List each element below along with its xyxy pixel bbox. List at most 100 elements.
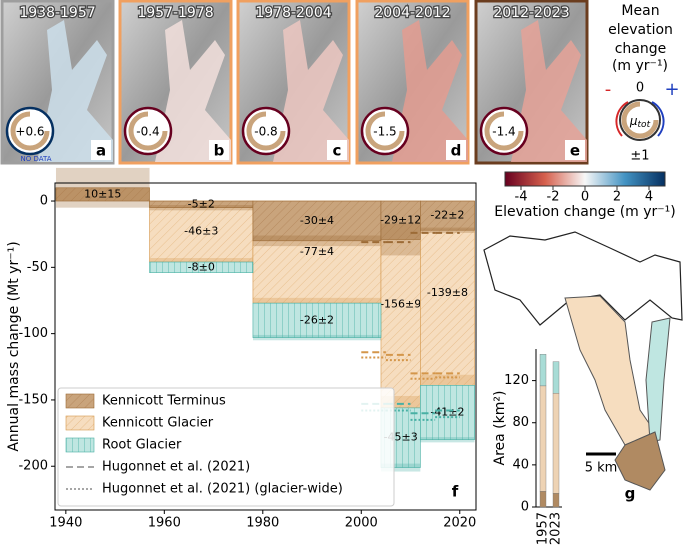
image-panel: 1957-1978 -0.4 b [118,0,233,165]
y-tick-label: 0 [521,500,529,515]
panel-value: -1.4 [492,125,515,139]
y-tick-label: -150 [18,392,48,407]
glacier-change [392,20,468,162]
x-tick-label: 2020 [443,516,476,531]
bar [552,361,560,394]
x-tick-label: 1940 [49,516,82,531]
key-zero: 0 [636,81,644,96]
key-arrow [615,101,629,137]
key-mu: μtot [629,114,651,130]
panel-value: +0.6 [15,125,44,139]
panel-title: 2012-2023 [493,5,569,21]
panel-letter: f [452,483,459,501]
legend-label: Kennicott Glacier [102,416,214,431]
error-band [380,463,421,472]
map-outline [483,231,683,326]
letter-box [209,140,229,160]
panel-title: 1978-2004 [255,5,331,21]
value-label: 10±15 [84,187,121,200]
map-terminus [614,431,666,491]
key-arrow [651,101,665,137]
inner-ring [246,111,286,151]
legend-label: Hugonnet et al. (2021) (glacier-wide) [102,482,343,497]
bar [539,354,547,387]
x-tick-label: 2023 [549,512,564,545]
bar [420,200,475,386]
x-tick-label: -4 [515,190,528,205]
x-tick-label: 1960 [148,516,181,531]
map-root [645,317,671,443]
letter-box [327,140,347,160]
legend-swatch [65,393,95,409]
inner-ring [128,111,168,151]
panel-letter: e [570,142,580,160]
panel-value: -0.8 [254,125,277,139]
key-uncertainty: ±1 [630,149,649,164]
value-label: -5±2 [188,197,215,210]
x-tick-label: 2 [613,190,621,205]
error-band [252,235,381,247]
error-band [420,437,475,443]
panel-letter: a [96,142,106,160]
letter-box [565,140,585,160]
value-label: -156±9 [380,297,421,310]
bar [552,393,560,494]
x-tick-label: 2000 [345,516,378,531]
bar [252,200,382,242]
panel-title: 1938-1957 [19,5,95,21]
colorbar [504,171,666,187]
bar [149,200,254,263]
bar [552,493,560,508]
bar [420,385,475,441]
value-label: -29±12 [380,213,421,226]
panel-letter: c [333,142,342,160]
error-band [55,167,150,208]
panel-title: 1957-1978 [137,5,213,21]
glacier-change [155,20,231,162]
key-ring [621,101,659,139]
x-tick-label: 1957 [536,512,551,545]
x-tick-label: 4 [645,190,653,205]
error-band [149,205,253,211]
image-panel: 1978-2004 -0.8 c [236,0,351,165]
key-unit: (m yr⁻¹) [612,58,668,74]
mu: μ [629,114,638,128]
y-tick-label: 80 [512,415,529,430]
x-tick-label: -2 [547,190,560,205]
key-minus: - [605,79,612,100]
x-tick-label: 1980 [246,516,279,531]
y-tick-label: 120 [504,373,529,388]
value-label: -30±4 [300,214,334,227]
legend-label: Root Glacier [102,438,182,453]
panel-letter: b [214,142,225,160]
image-panel: 2004-2012 -1.5 d [355,0,470,165]
legend-label: Hugonnet et al. (2021) [102,460,250,475]
error-band [252,334,381,341]
map: 5 km g [483,231,683,503]
y-tick-label: -100 [18,326,48,341]
y-tick-label: -50 [27,260,48,275]
error-band [420,227,475,233]
inner-ring [484,111,524,151]
value-label: -41±2 [430,406,464,419]
image-panel: 2012-2023 -1.4 e [474,0,589,165]
map-kennicott [564,295,656,446]
y-axis-label: Area (km²) [492,391,508,466]
value-label: -77±4 [300,245,334,258]
inner-ring [10,111,50,151]
value-label: -8±0 [188,260,215,273]
glacier-change [273,20,349,162]
glacier-change [511,20,587,162]
panel-title: 2004-2012 [374,5,450,21]
x-tick-label: 0 [581,190,589,205]
panel-note: NO DATA [20,155,51,163]
bar [55,187,150,202]
error-band [380,223,421,256]
value-label: -22±2 [430,209,464,222]
mu-sub: tot [638,120,651,130]
panel-letter: g [625,485,636,503]
panel-letter: d [451,142,462,160]
bar [539,491,547,508]
y-axis-label: Annual mass change (Mt yr⁻¹) [6,241,22,451]
